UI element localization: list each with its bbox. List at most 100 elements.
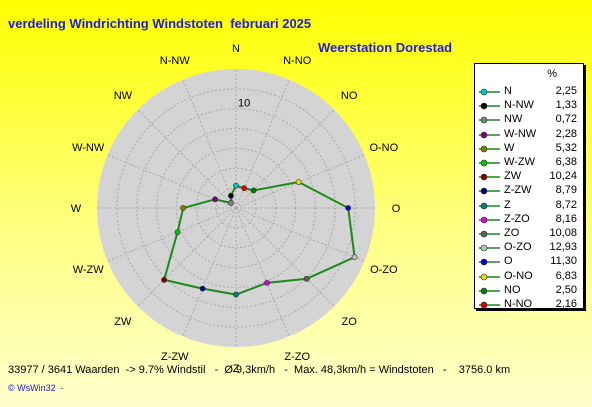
legend-value: 10,24 [549,170,577,183]
legend-marker-dot [480,273,488,280]
grid-spoke [107,207,237,262]
legend-marker [479,145,500,153]
grid-spoke [235,207,365,262]
legend-item: ZO 10,08 [475,226,583,241]
direction-label: NW [114,90,133,102]
legend-item: NW 0,72 [475,112,583,127]
direction-label: NO [341,90,358,102]
data-point [228,192,234,199]
direction-label: N-NO [283,55,312,67]
legend-marker-dot [480,145,488,153]
direction-label: O-NO [369,142,398,154]
direction-label: O [392,203,401,215]
legend-label: NW [504,113,523,126]
grid-ring [116,88,356,328]
legend-marker [479,244,500,252]
grid-ring [156,128,316,288]
grid-ring [195,167,277,249]
legend-value: 2,16 [555,298,577,310]
footer-credit: © WsWin32 - [8,383,64,393]
legend-value: 5,32 [555,141,577,154]
data-point [161,276,168,283]
grid-spoke [137,207,237,307]
legend-item: Z-ZO 8,16 [475,212,583,227]
legend-marker-dot [480,230,488,238]
grid-spoke [107,154,237,209]
ring-label: 10 [238,98,250,110]
legend-label: NO [504,283,521,296]
legend-label: N-NW [504,99,534,112]
legend-label: ZO [504,227,520,239]
legend-value: 0,72 [555,113,577,126]
legend-item: Z 8,72 [475,198,583,213]
legend-item: NO 2,50 [475,283,583,298]
data-point [241,185,248,192]
legend-marker [479,216,500,224]
legend-value: 2,25 [555,85,577,97]
legend-item: W-ZW 6,38 [475,155,583,170]
legend-label: Z [504,198,511,211]
grid-spoke [235,79,290,209]
direction-label: W-ZW [73,264,105,276]
grid-spoke [235,109,335,209]
direction-label: W [71,203,82,215]
legend-item: O-ZO 12,93 [475,240,583,255]
legend-marker-dot [480,244,488,252]
legend-value: 12,93 [549,241,577,254]
data-point [303,275,310,282]
legend-marker-dot [480,88,488,96]
legend-value: 2,28 [555,127,577,140]
stats-line: 33977 / 3641 Waarden -> 9.7% Windstil - … [8,364,511,376]
legend-marker [479,117,500,124]
legend-item: W-NW 2,28 [475,127,583,142]
legend-marker [479,273,500,280]
data-point [233,291,239,298]
legend-item: N-NO 2,16 [475,297,583,312]
data-point [180,205,187,211]
grid-spoke [235,207,335,307]
legend-value: 10,08 [549,227,577,239]
legend-value: 2,50 [555,283,577,296]
direction-label: Z-ZO [284,351,310,363]
legend-value: 8,79 [555,184,577,197]
legend-label: O-NO [504,269,533,282]
legend-item: ZW 10,24 [475,169,583,184]
legend-item: O 11,30 [475,254,583,269]
direction-label: N [232,43,240,55]
legend-marker-dot [480,259,488,266]
legend-header: % [547,68,557,80]
data-point [228,200,234,206]
legend-label: N [504,85,512,97]
legend-marker [479,287,500,295]
grid-spoke [137,109,237,209]
chart-title: verdeling Windrichting Windstoten februa… [8,16,312,31]
direction-label: N-NW [160,55,191,67]
legend-value: 11,30 [550,255,577,268]
legend-item: O-NO 6,83 [475,269,583,284]
legend-label: W [504,141,515,154]
legend-marker [479,301,500,309]
legend-marker [479,230,500,238]
data-point [345,205,352,211]
legend-value: 8,72 [555,198,577,211]
legend-marker-dot [480,216,488,224]
data-point [233,182,239,189]
legend-marker-dot [480,159,488,167]
data-point [174,229,181,236]
legend-label: Z-ZO [504,212,530,225]
grid-spoke [182,207,237,337]
legend-item: N 2,25 [475,84,583,99]
legend-marker [479,131,500,138]
legend-marker [479,259,500,266]
legend-marker-dot [480,202,488,209]
direction-label: Z [233,363,240,375]
direction-label: ZW [114,316,132,328]
station-name: Weerstation Dorestad [318,40,453,55]
legend-marker [479,88,500,96]
legend-marker [479,102,500,110]
legend-value: 8,16 [555,212,577,225]
grid-ring [136,108,336,308]
legend-item: Z-ZW 8,79 [475,183,583,198]
